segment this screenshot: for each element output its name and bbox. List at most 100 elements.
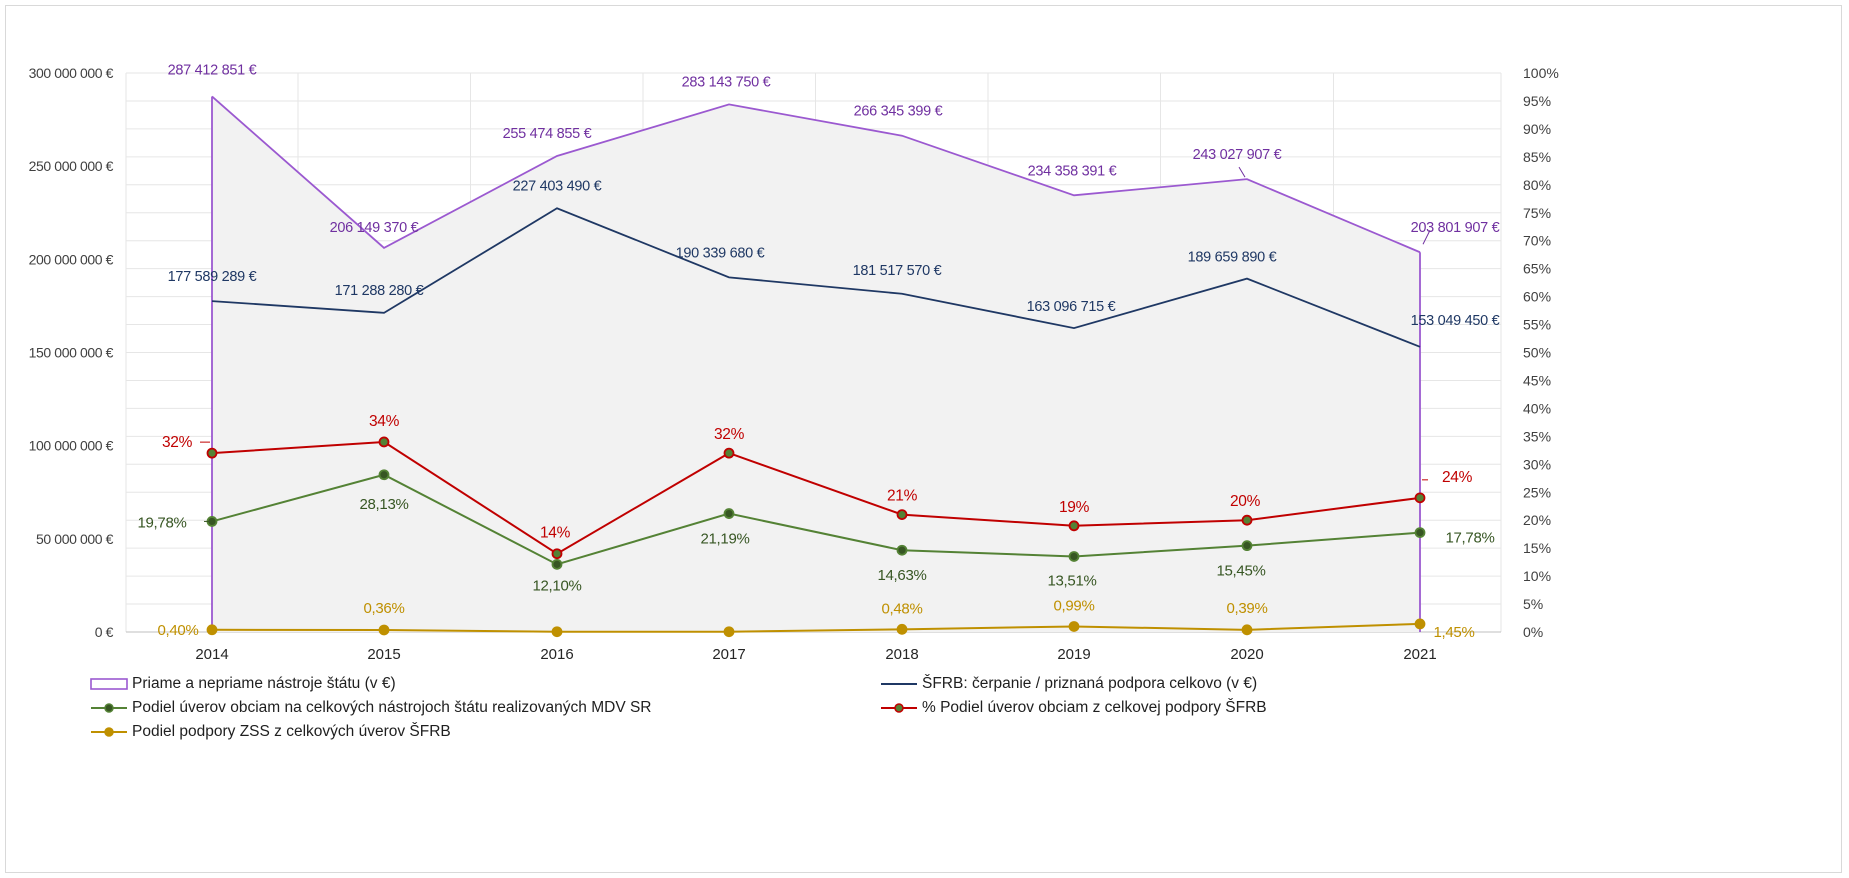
data-label-zss: 0,99%: [1053, 597, 1094, 614]
legend-swatch-zss: [91, 727, 127, 737]
legend-swatch-podiel-obce: [91, 703, 127, 713]
data-label-podiel-sfrb: 24%: [1442, 469, 1473, 486]
data-label-sfrb: 190 339 680 €: [676, 245, 765, 261]
legend-item-priame: Priame a nepriame nástroje štátu (v €): [89, 675, 396, 693]
data-label-podiel-sfrb: 14%: [540, 525, 571, 542]
series-podiel_sfrb-point: [551, 548, 563, 560]
legend-label-zss: Podiel podpory ZSS z celkových úverov ŠF…: [132, 723, 451, 740]
series-podiel_sfrb-point: [1414, 492, 1426, 504]
y-right-tick-label: 40%: [1523, 400, 1551, 416]
series-zss-line: [211, 622, 1421, 633]
y-left-tick-label: 250 000 000 €: [29, 158, 114, 174]
data-label-priame: 243 027 907 €: [1193, 147, 1282, 163]
data-label-podiel-obce: 17,78%: [1445, 530, 1494, 547]
legend-item-podiel-sfrb: % Podiel úverov obciam z celkovej podpor…: [879, 699, 1267, 717]
series-podiel_obce-point: [1068, 551, 1080, 562]
data-label-zss: 0,40%: [157, 622, 198, 639]
data-label-sfrb: 153 049 450 €: [1411, 313, 1500, 329]
y-right-tick-label: 50%: [1523, 345, 1551, 361]
series-podiel_obce-point: [723, 508, 735, 519]
data-label-sfrb: 171 288 280 €: [335, 283, 424, 299]
data-label-podiel-sfrb: 20%: [1230, 493, 1261, 510]
y-right-tick-label: 15%: [1523, 540, 1551, 556]
y-left-tick-label: 300 000 000 €: [29, 65, 114, 81]
series-zss-point: [896, 623, 908, 635]
y-left-tick-label: 150 000 000 €: [29, 345, 114, 361]
y-right-tick-label: 90%: [1523, 121, 1551, 137]
y-right-tick-label: 5%: [1523, 596, 1543, 612]
x-tick-label: 2018: [885, 646, 918, 663]
data-label-zss: 0,36%: [363, 600, 404, 617]
y-left-tick-label: 200 000 000 €: [29, 251, 114, 267]
series-podiel_sfrb-point: [1068, 520, 1080, 532]
y-right-tick-label: 95%: [1523, 93, 1551, 109]
y-right-tick-label: 10%: [1523, 568, 1551, 584]
y-right-tick-label: 75%: [1523, 205, 1551, 221]
data-label-podiel-sfrb: 32%: [162, 434, 193, 451]
x-tick-label: 2016: [540, 646, 573, 663]
data-label-sfrb: 181 517 570 €: [853, 263, 942, 279]
series-zss-point: [1068, 621, 1080, 632]
data-label-podiel-sfrb: 21%: [887, 488, 918, 505]
y-right-tick-label: 0%: [1523, 624, 1543, 640]
data-label-sfrb: 177 589 289 €: [168, 269, 257, 285]
y-right-tick-label: 70%: [1523, 233, 1551, 249]
legend-item-zss: Podiel podpory ZSS z celkových úverov ŠF…: [89, 723, 451, 741]
data-label-podiel-sfrb: 34%: [369, 413, 400, 430]
x-tick-label: 2014: [195, 646, 228, 663]
series-podiel_sfrb-point: [896, 509, 908, 521]
y-right-tick-label: 30%: [1523, 456, 1551, 472]
y-right-tick-label: 85%: [1523, 149, 1551, 165]
data-label-sfrb: 227 403 490 €: [513, 178, 602, 194]
series-priame-area: [212, 96, 1420, 633]
series-podiel_sfrb-point: [206, 447, 218, 459]
data-label-podiel-obce: 15,45%: [1216, 563, 1265, 580]
series-podiel_sfrb-point: [723, 447, 735, 459]
legend-label-sfrb: ŠFRB: čerpanie / priznaná podpora celkov…: [922, 675, 1258, 692]
legend-item-sfrb: ŠFRB: čerpanie / priznaná podpora celkov…: [879, 675, 1257, 693]
data-label-sfrb: 189 659 890 €: [1188, 250, 1277, 266]
data-label-zss: 1,45%: [1433, 624, 1474, 641]
y-right-tick-label: 60%: [1523, 289, 1551, 305]
data-label-priame: 203 801 907 €: [1411, 220, 1500, 236]
data-label-zss: 0,39%: [1226, 600, 1267, 617]
legend-label-podiel-sfrb: % Podiel úverov obciam z celkovej podpor…: [922, 699, 1267, 716]
series-priame-line: [211, 95, 1421, 254]
y-left-tick-label: 100 000 000 €: [29, 438, 114, 454]
legend-item-podiel-obce: Podiel úverov obciam na celkových nástro…: [89, 699, 652, 717]
y-right-tick-label: 65%: [1523, 261, 1551, 277]
series-podiel_obce-line: [211, 473, 1421, 566]
y-right-tick-label: 35%: [1523, 428, 1551, 444]
series-zss-point: [206, 624, 218, 636]
series-sfrb-line: [211, 207, 1421, 348]
x-tick-label: 2020: [1230, 646, 1263, 663]
y-left-tick-label: 50 000 000 €: [36, 531, 114, 547]
legend-label-priame: Priame a nepriame nástroje štátu (v €): [132, 675, 396, 692]
data-label-podiel-obce: 12,10%: [532, 577, 581, 594]
data-label-podiel-obce: 21,19%: [700, 531, 749, 548]
data-label-podiel-obce: 28,13%: [359, 496, 408, 513]
data-label-priame: 255 474 855 €: [503, 126, 592, 142]
y-left-tick-label: 0 €: [95, 624, 114, 640]
legend-label-podiel-obce: Podiel úverov obciam na celkových nástro…: [132, 699, 652, 716]
data-label-priame: 266 345 399 €: [854, 104, 943, 120]
data-label-priame: 206 149 370 €: [330, 220, 419, 236]
chart-frame: 0 € 50 000 000 € 100 000 000 € 150 000 000 …: [5, 5, 1842, 873]
data-label-priame: 287 412 851 €: [168, 62, 257, 78]
chart-canvas: 0 € 50 000 000 € 100 000 000 € 150 000 000 …: [29, 62, 1559, 663]
series-podiel_sfrb-line: [211, 440, 1421, 555]
data-label-zss: 0,48%: [881, 600, 922, 617]
series-zss-point: [1414, 618, 1426, 630]
series-podiel_obce-point: [1414, 527, 1426, 539]
series-zss-point: [1241, 624, 1253, 636]
label-leader-line: [1238, 166, 1246, 178]
x-tick-label: 2021: [1403, 646, 1436, 663]
y-right-tick-label: 55%: [1523, 317, 1551, 333]
series-podiel_obce-point: [896, 544, 908, 556]
legend-swatch-podiel-sfrb: [881, 703, 917, 713]
data-label-podiel-obce: 14,63%: [877, 567, 926, 584]
y-right-tick-label: 100%: [1523, 65, 1559, 81]
x-tick-label: 2017: [712, 646, 745, 663]
data-label-sfrb: 163 096 715 €: [1027, 299, 1116, 315]
series-zss-point: [723, 626, 735, 638]
